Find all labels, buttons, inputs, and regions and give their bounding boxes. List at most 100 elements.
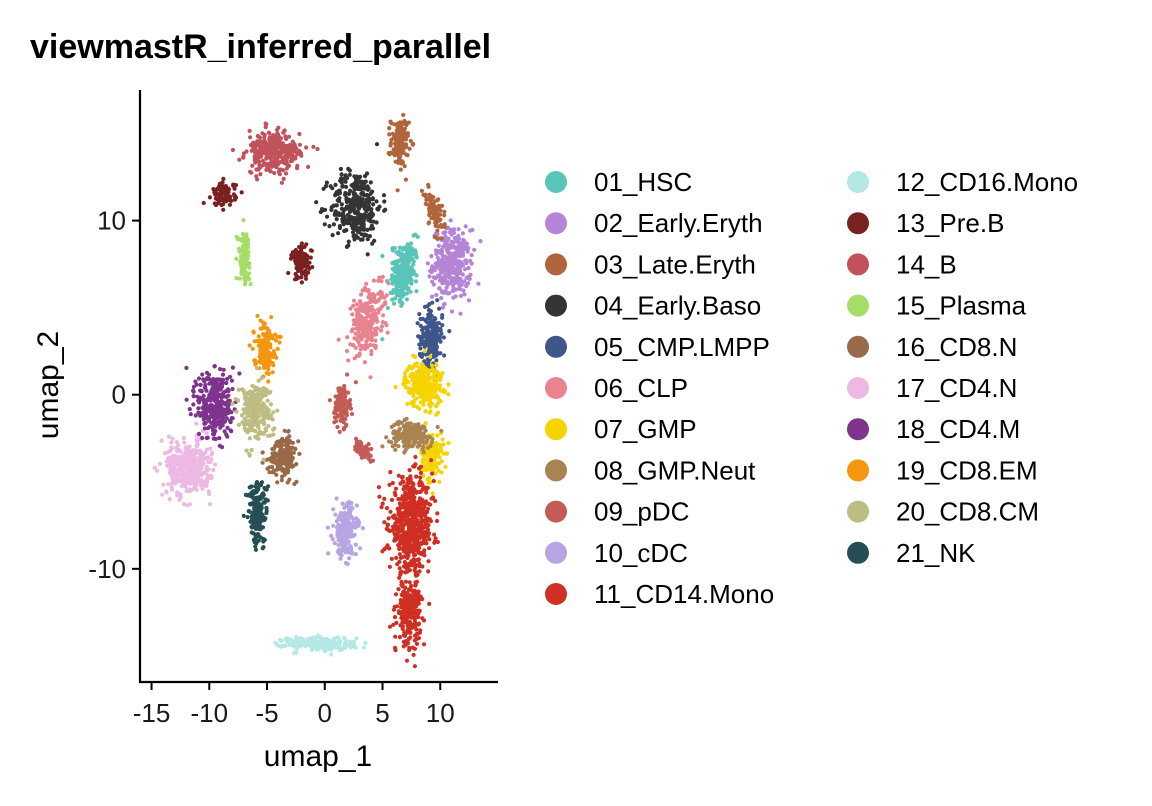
data-point (324, 180, 329, 185)
data-point (414, 289, 419, 294)
data-point (290, 445, 295, 450)
data-point (346, 516, 351, 521)
data-point (463, 258, 468, 263)
data-point (412, 664, 417, 669)
series-08_GMP.Neut (380, 416, 444, 455)
data-point (424, 490, 429, 495)
data-point (405, 131, 410, 136)
data-point (397, 635, 402, 640)
data-point (409, 426, 414, 431)
data-point (184, 476, 189, 481)
data-point (395, 293, 400, 298)
data-point (209, 452, 214, 457)
data-point (397, 142, 403, 147)
data-point (284, 171, 289, 176)
data-point (425, 509, 430, 515)
data-point (226, 190, 231, 195)
data-point (292, 277, 298, 282)
data-point (412, 381, 417, 386)
data-point (434, 465, 439, 470)
data-point (183, 451, 188, 456)
data-point (344, 196, 349, 201)
data-point (377, 204, 382, 209)
data-point (429, 313, 434, 318)
data-point (407, 443, 412, 448)
data-point (272, 170, 277, 176)
data-point (435, 424, 440, 430)
data-point (404, 422, 409, 427)
data-point (352, 197, 357, 202)
data-point (206, 467, 211, 472)
data-point (437, 249, 442, 254)
data-point (248, 135, 253, 140)
data-point (237, 276, 242, 281)
data-point (362, 360, 367, 365)
series-06_CLP (336, 274, 391, 380)
data-point (357, 299, 362, 304)
data-point (416, 422, 421, 427)
data-point (358, 216, 363, 221)
data-point (274, 459, 279, 465)
data-point (349, 200, 354, 205)
data-point (279, 150, 284, 156)
data-point (403, 541, 408, 547)
data-point (299, 269, 305, 274)
data-point (420, 316, 425, 321)
data-point (161, 482, 166, 487)
data-point (407, 580, 412, 585)
data-point (267, 470, 272, 475)
data-point (411, 249, 416, 254)
data-point (382, 520, 387, 525)
data-point (431, 334, 436, 339)
data-point (362, 308, 367, 313)
data-point (429, 440, 434, 445)
data-point (401, 381, 406, 387)
data-point (386, 281, 391, 286)
data-point (395, 436, 400, 441)
data-point (181, 436, 186, 441)
data-point (371, 202, 376, 207)
data-point (397, 419, 402, 424)
data-point (415, 527, 421, 532)
data-point (399, 435, 404, 440)
data-point (387, 624, 393, 629)
data-point (287, 643, 292, 648)
data-point (343, 638, 348, 643)
data-point (418, 400, 423, 405)
data-point (244, 149, 249, 154)
data-point (382, 199, 387, 204)
data-point (393, 486, 399, 491)
data-point (435, 539, 440, 545)
data-point (410, 365, 415, 370)
data-point (293, 261, 299, 266)
data-point (337, 225, 343, 231)
series-05_CMP.LMPP (410, 298, 452, 378)
data-point (403, 631, 408, 636)
data-point (408, 474, 413, 479)
data-point (432, 346, 437, 351)
data-point (414, 474, 419, 479)
data-point (349, 183, 354, 188)
data-point (380, 501, 385, 506)
data-point (336, 337, 341, 342)
data-point (412, 638, 417, 643)
data-point (361, 316, 366, 321)
data-point (336, 231, 341, 236)
data-point (463, 224, 468, 229)
data-point (278, 463, 283, 468)
data-point (264, 122, 269, 127)
data-point (336, 516, 341, 521)
data-point (418, 464, 424, 469)
data-point (258, 172, 263, 177)
data-point (277, 138, 282, 143)
data-point (352, 532, 357, 537)
data-point (388, 470, 393, 475)
data-point (398, 555, 404, 561)
data-point (400, 479, 405, 484)
data-point (322, 643, 327, 648)
data-point (425, 506, 431, 511)
data-point (340, 217, 345, 222)
data-point (417, 381, 422, 386)
data-point (304, 145, 309, 150)
data-point (425, 331, 430, 336)
